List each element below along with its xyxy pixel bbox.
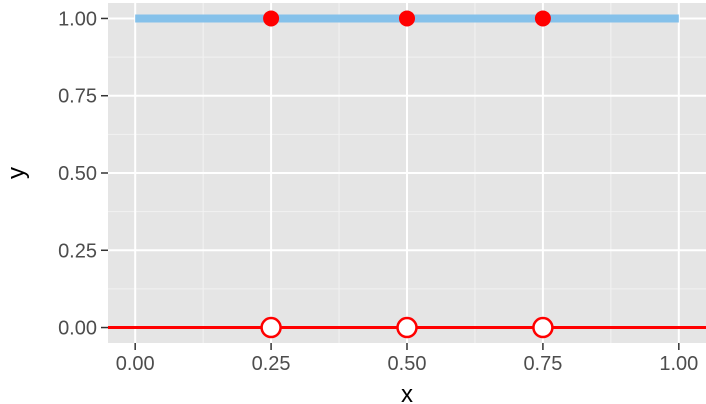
x-tick-label: 0.00	[116, 353, 155, 375]
x-axis-title: x	[401, 381, 413, 404]
x-tick-label: 0.75	[523, 353, 562, 375]
data-series	[108, 10, 706, 339]
open-point	[260, 316, 282, 339]
y-axis-title: y	[3, 167, 30, 179]
open-point	[396, 316, 418, 339]
x-tick-label: 0.50	[388, 353, 427, 375]
open-point	[532, 316, 554, 339]
y-tick-label: 0.50	[58, 163, 97, 185]
filled-point	[263, 10, 280, 27]
y-tick-label: 1.00	[58, 8, 97, 30]
x-tick-label: 0.25	[252, 353, 291, 375]
y-tick-label: 0.25	[58, 240, 97, 262]
x-axis: 0.00 0.25 0.50 0.75 1.00	[116, 343, 698, 375]
x-tick-label: 1.00	[659, 353, 698, 375]
filled-point	[534, 10, 551, 27]
filled-point	[399, 10, 415, 27]
y-axis: 0.00 0.25 0.50 0.75 1.00	[58, 8, 108, 340]
y-tick-label: 0.00	[58, 318, 97, 340]
y-tick-label: 0.75	[58, 86, 97, 108]
